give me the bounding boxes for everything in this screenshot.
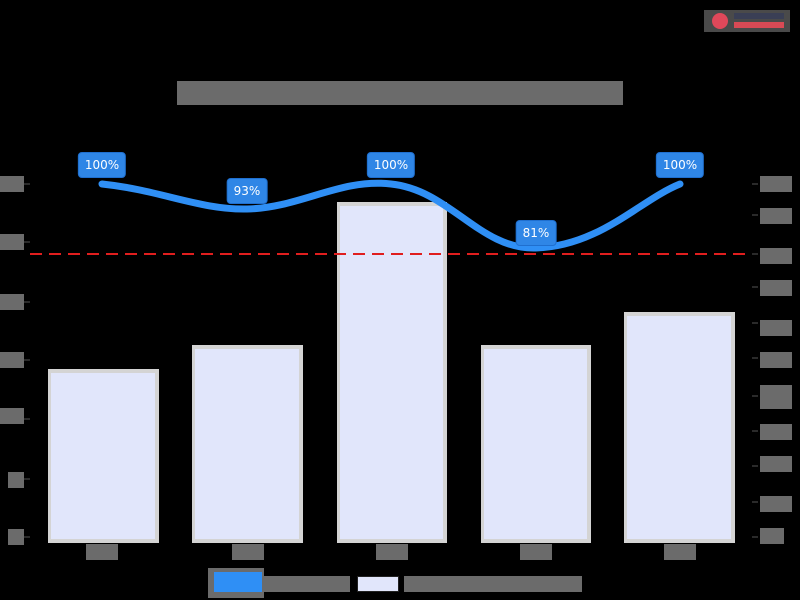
right-axis-label xyxy=(760,320,792,336)
right-axis-label xyxy=(760,176,792,192)
left-axis-label xyxy=(8,472,24,488)
right-axis-label xyxy=(760,496,792,512)
bar-series xyxy=(48,202,735,543)
data-label: 100% xyxy=(77,152,127,178)
x-axis-label xyxy=(376,544,408,560)
right-axis-label xyxy=(760,528,784,544)
legend-label-line[interactable] xyxy=(264,576,350,592)
x-axis-label xyxy=(520,544,552,560)
legend-label-bar[interactable] xyxy=(404,576,582,592)
data-label: 100% xyxy=(655,152,705,178)
data-label: 93% xyxy=(226,178,268,204)
left-axis-label xyxy=(0,408,24,424)
logo-icon xyxy=(712,13,728,29)
right-axis-label xyxy=(760,280,792,296)
left-axis-label xyxy=(0,176,24,192)
right-axis-label xyxy=(760,352,792,368)
data-label: 81% xyxy=(515,220,557,246)
x-axis-label xyxy=(664,544,696,560)
left-axis-label xyxy=(0,294,24,310)
left-axis-label xyxy=(0,234,24,250)
chart-title xyxy=(177,81,623,105)
right-axis-label xyxy=(760,385,792,409)
left-axis xyxy=(24,183,30,538)
right-axis-label xyxy=(760,424,792,440)
right-axis-label xyxy=(760,456,792,472)
legend-swatch-bar[interactable] xyxy=(357,576,399,592)
x-axis-label xyxy=(232,544,264,560)
right-axis xyxy=(752,183,758,538)
data-label: 100% xyxy=(366,152,416,178)
left-axis-label xyxy=(8,529,24,545)
line-series xyxy=(98,179,684,252)
right-axis-label xyxy=(760,208,792,224)
left-axis-label xyxy=(0,352,24,368)
x-axis-label xyxy=(86,544,118,560)
logo xyxy=(704,10,790,32)
right-axis-label xyxy=(760,248,792,264)
legend-swatch-line[interactable] xyxy=(214,572,262,592)
